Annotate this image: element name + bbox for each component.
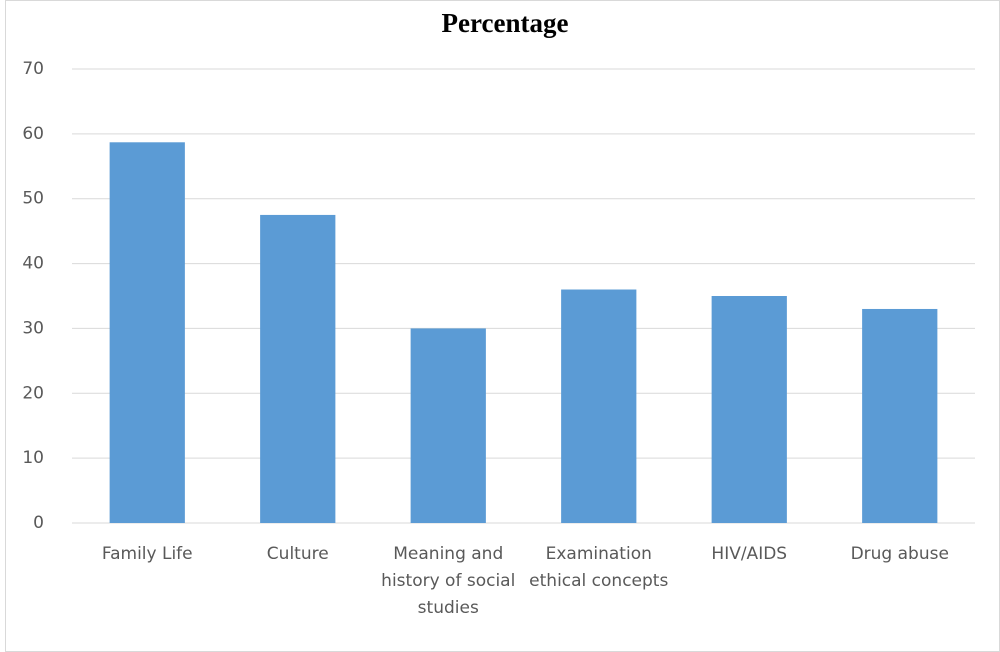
y-tick-label: 60 bbox=[22, 124, 44, 144]
x-tick-label: HIV/AIDS bbox=[711, 544, 788, 564]
x-tick-label: Examination ethical concepts bbox=[529, 544, 669, 591]
y-tick-label: 70 bbox=[22, 59, 44, 79]
y-tick-label: 10 bbox=[22, 448, 44, 468]
chart-title: Percentage bbox=[442, 8, 569, 38]
y-tick-label: 30 bbox=[22, 318, 44, 338]
x-tick-label: Culture bbox=[266, 544, 329, 564]
x-tick-label: Drug abuse bbox=[850, 544, 949, 564]
x-tick-label: Family Life bbox=[101, 544, 193, 564]
bar bbox=[561, 289, 637, 523]
bar bbox=[260, 214, 336, 523]
y-tick-label: 20 bbox=[22, 383, 44, 403]
x-tick-label: Meaning and history of social studies bbox=[381, 544, 516, 613]
bar bbox=[109, 142, 185, 523]
y-tick-label: 40 bbox=[22, 254, 44, 274]
y-tick-label: 0 bbox=[33, 513, 44, 533]
y-tick-label: 50 bbox=[22, 189, 44, 209]
bar bbox=[410, 328, 486, 523]
bar bbox=[862, 308, 938, 523]
bar bbox=[711, 296, 787, 523]
